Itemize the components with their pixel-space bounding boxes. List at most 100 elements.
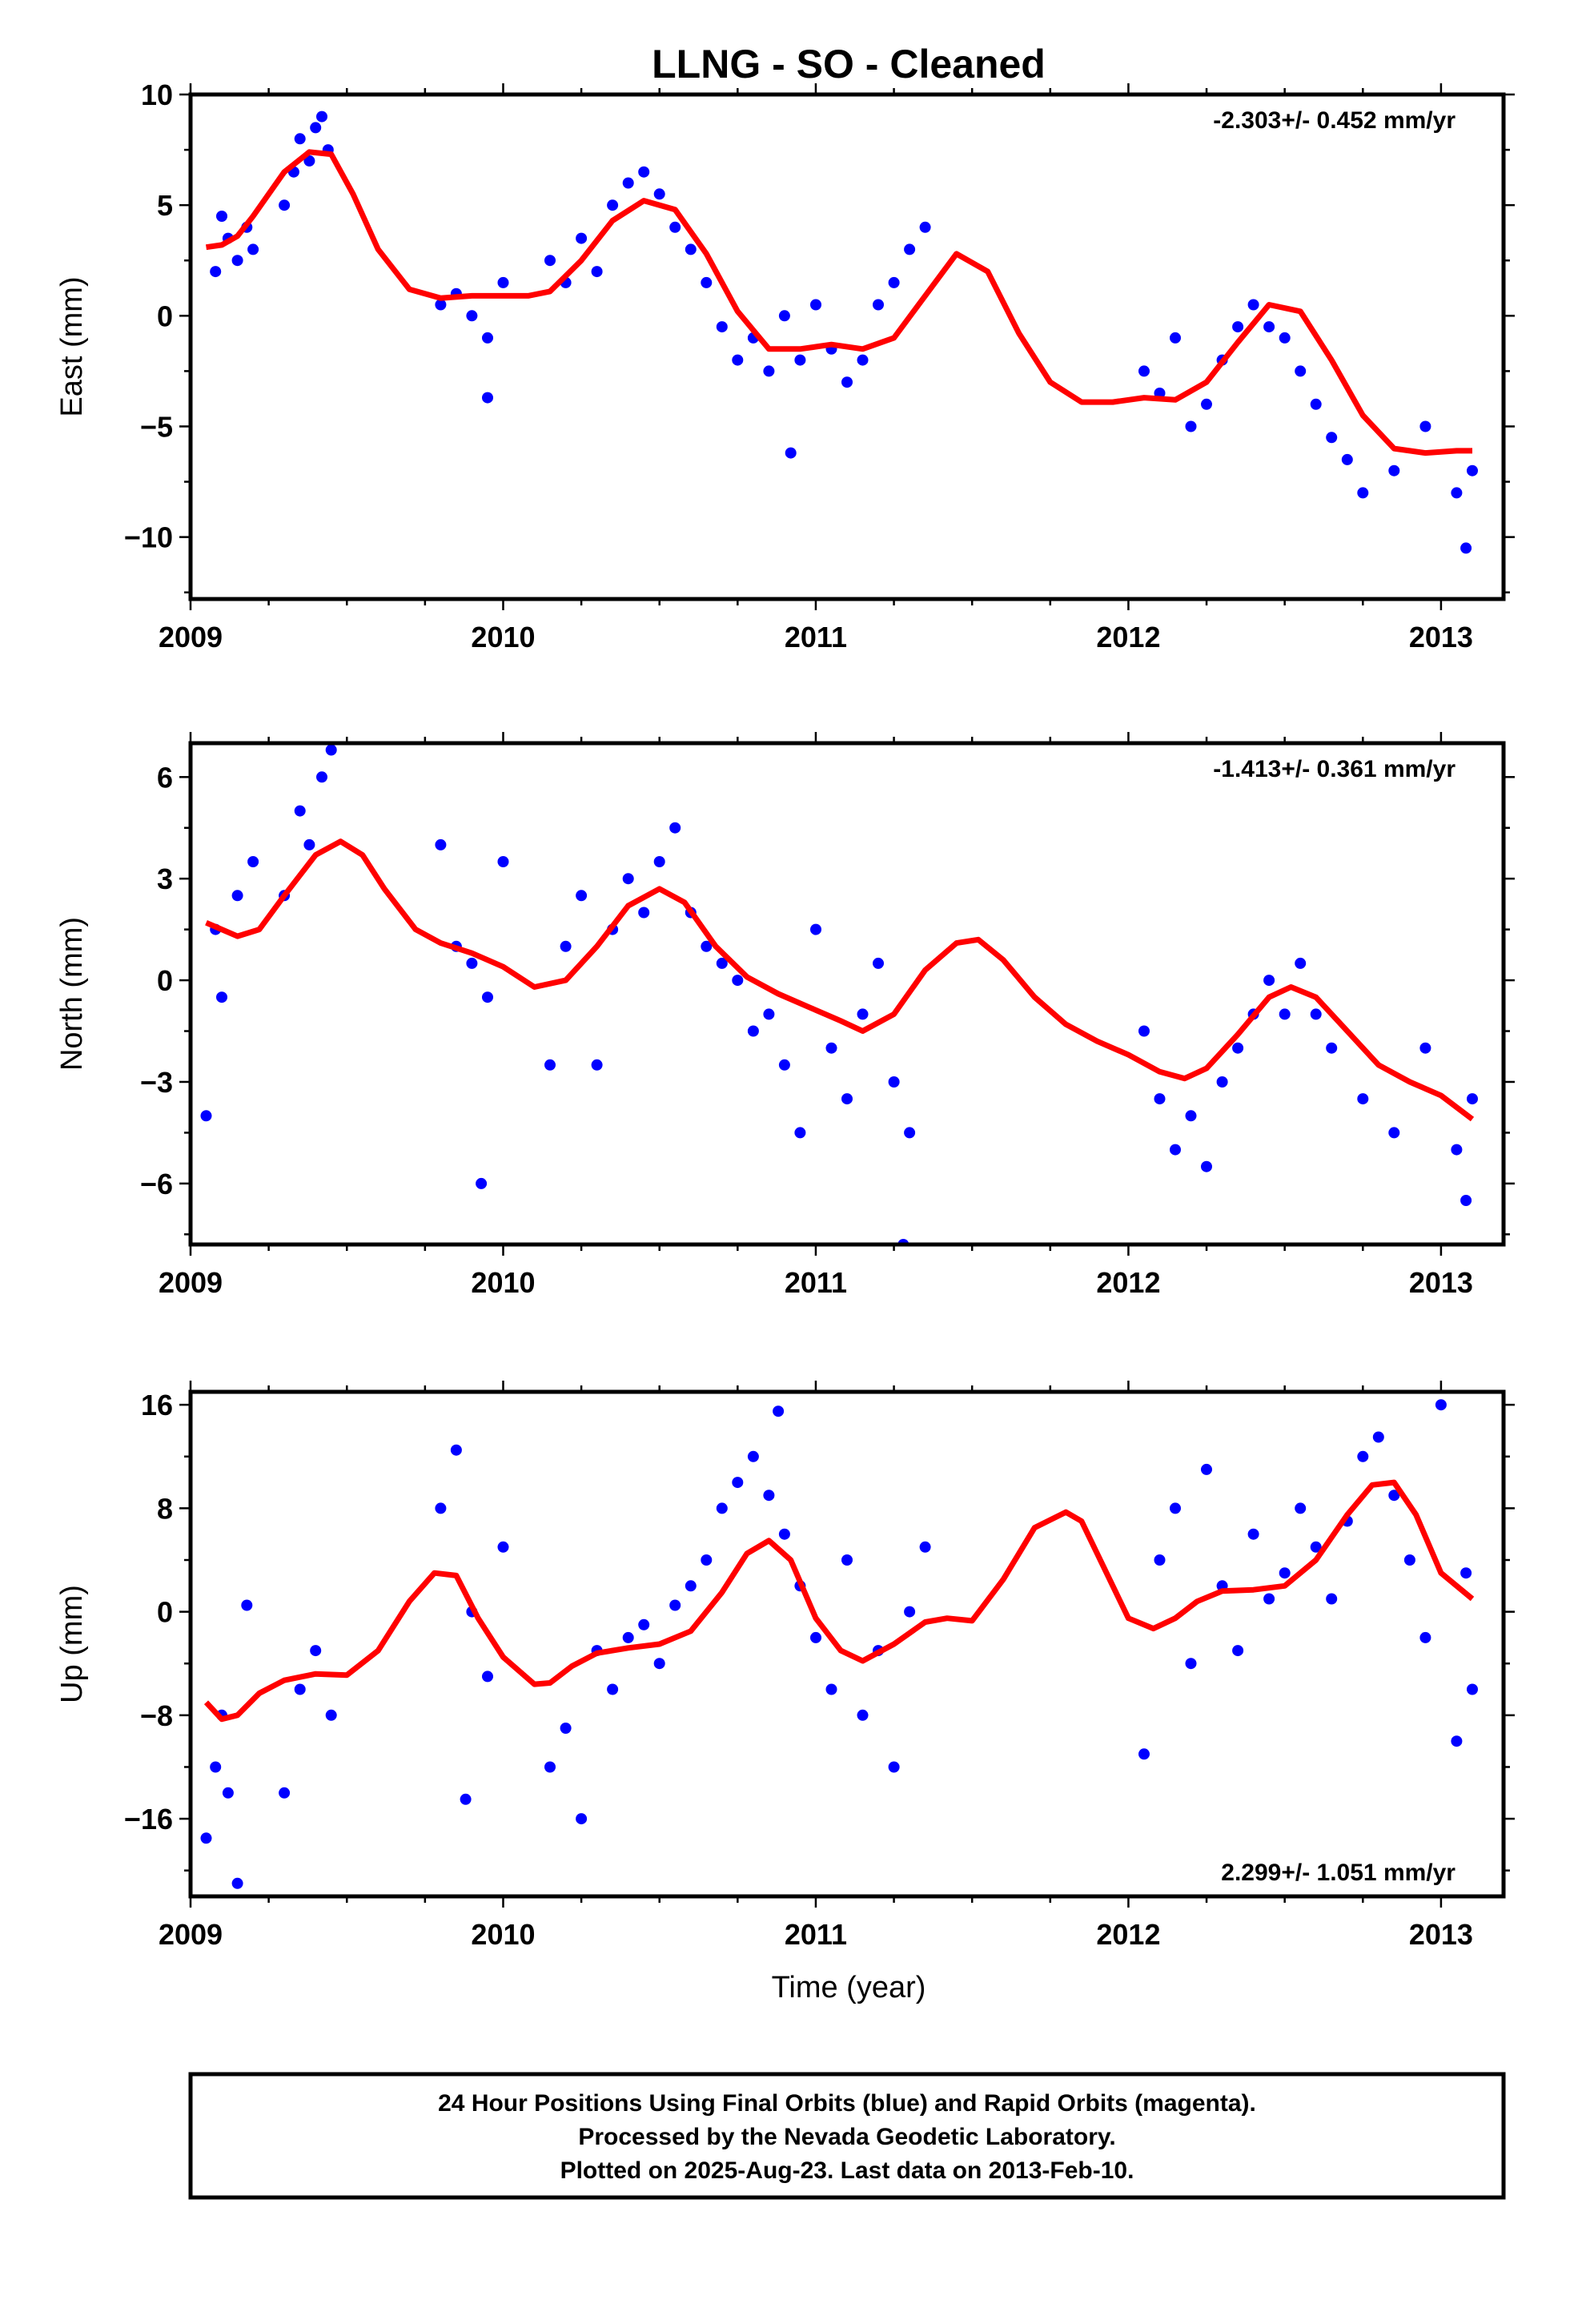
- north-data-point: [325, 744, 337, 756]
- north-y-tick-label: 3: [157, 862, 173, 895]
- north-data-point: [482, 991, 493, 1003]
- footer-line-1: 24 Hour Positions Using Final Orbits (bl…: [438, 2090, 1256, 2117]
- north-data-point: [638, 907, 650, 919]
- up-data-point: [1451, 1735, 1463, 1747]
- up-data-point: [919, 1541, 931, 1553]
- up-data-point: [241, 1599, 253, 1611]
- up-data-point: [1154, 1554, 1166, 1566]
- up-data-point: [497, 1541, 509, 1553]
- up-data-point: [576, 1813, 588, 1825]
- east-data-point: [1232, 321, 1244, 333]
- up-data-point: [231, 1877, 243, 1889]
- east-points: [210, 78, 1478, 554]
- north-y-tick-label: 6: [157, 761, 173, 794]
- east-data-point: [919, 221, 931, 233]
- east-data-point: [638, 166, 650, 178]
- up-data-point: [1326, 1593, 1338, 1605]
- north-data-point: [810, 923, 821, 935]
- east-data-point: [1419, 420, 1431, 432]
- east-data-point: [1295, 365, 1307, 377]
- north-data-point: [873, 957, 884, 969]
- up-y-tick-label: −16: [124, 1803, 173, 1835]
- up-data-point: [460, 1793, 472, 1805]
- east-data-point: [873, 299, 884, 311]
- up-data-point: [1232, 1645, 1244, 1657]
- east-data-point: [1451, 487, 1463, 499]
- up-data-point: [778, 1528, 790, 1540]
- east-data-point: [1357, 487, 1369, 499]
- north-data-point: [1154, 1093, 1166, 1105]
- east-data-point: [1185, 420, 1197, 432]
- up-data-point: [1170, 1502, 1181, 1514]
- north-data-point: [732, 975, 744, 987]
- north-data-point: [303, 838, 315, 850]
- east-data-point: [732, 354, 744, 366]
- up-frame: [188, 1389, 1506, 1899]
- up-data-point: [1263, 1593, 1275, 1605]
- north-data-point: [466, 957, 478, 969]
- up-data-point: [638, 1618, 650, 1630]
- north-data-point: [1357, 1093, 1369, 1105]
- up-data-point: [222, 1787, 234, 1799]
- east-data-point: [1247, 299, 1259, 311]
- up-y-tick-label: 8: [157, 1492, 173, 1525]
- north-data-point: [1201, 1160, 1212, 1172]
- north-data-point: [1138, 1025, 1150, 1037]
- up-data-point: [279, 1787, 291, 1799]
- up-data-point: [1372, 1431, 1384, 1443]
- up-data-point: [1279, 1567, 1291, 1579]
- up-x-tick-label: 2011: [785, 1918, 847, 1951]
- east-y-tick-label: 5: [157, 189, 173, 222]
- up-data-point: [701, 1554, 713, 1566]
- north-y-tick-label: −3: [140, 1066, 173, 1099]
- east-y-tick-label: 0: [157, 300, 173, 332]
- east-data-point: [888, 276, 900, 288]
- up-panel: 2009 2010 2011 2012 2013 16 8 0 −8 −16 Up (mm) 2.29…: [55, 1381, 1515, 1951]
- north-points: [200, 744, 1478, 1244]
- up-data-point: [622, 1631, 634, 1643]
- up-data-point: [653, 1658, 665, 1670]
- north-data-point: [294, 805, 306, 817]
- up-data-point: [294, 1683, 306, 1695]
- up-data-point: [1310, 1541, 1322, 1553]
- up-data-point: [1201, 1463, 1212, 1475]
- east-data-point: [210, 266, 222, 278]
- up-x-tick-label: 2012: [1096, 1918, 1160, 1951]
- north-data-point: [1460, 1195, 1472, 1206]
- east-data-point: [1263, 321, 1275, 333]
- up-data-point: [1419, 1631, 1431, 1643]
- east-data-point: [701, 276, 713, 288]
- east-data-point: [1326, 432, 1338, 444]
- north-data-point: [1310, 1008, 1322, 1020]
- north-data-point: [669, 822, 681, 834]
- north-data-point: [1451, 1144, 1463, 1156]
- up-data-point: [841, 1554, 853, 1566]
- east-data-point: [298, 78, 309, 89]
- up-data-point: [1357, 1450, 1369, 1462]
- up-data-point: [716, 1502, 728, 1514]
- east-y-tick-label: −5: [140, 410, 173, 443]
- east-data-point: [316, 111, 327, 123]
- north-data-point: [701, 940, 713, 952]
- north-data-point: [904, 1127, 916, 1139]
- up-data-point: [825, 1683, 837, 1695]
- footer-line-2: Processed by the Nevada Geodetic Laborat…: [578, 2124, 1115, 2150]
- north-x-tick-label: 2010: [471, 1266, 535, 1299]
- east-data-point: [841, 376, 853, 388]
- north-data-point: [1467, 1093, 1478, 1105]
- up-data-point: [1247, 1528, 1259, 1540]
- north-x-tick-label: 2013: [1409, 1266, 1473, 1299]
- up-data-point: [210, 1761, 222, 1773]
- north-x-tick-label: 2011: [785, 1266, 847, 1299]
- north-data-point: [716, 957, 728, 969]
- north-data-point: [747, 1025, 759, 1037]
- east-data-point: [1467, 464, 1478, 476]
- north-data-point: [1185, 1110, 1197, 1122]
- north-data-point: [576, 890, 588, 902]
- north-data-point: [200, 1110, 212, 1122]
- north-data-point: [497, 856, 509, 867]
- up-data-point: [560, 1723, 572, 1734]
- north-data-point: [1263, 975, 1275, 987]
- up-data-point: [544, 1761, 556, 1773]
